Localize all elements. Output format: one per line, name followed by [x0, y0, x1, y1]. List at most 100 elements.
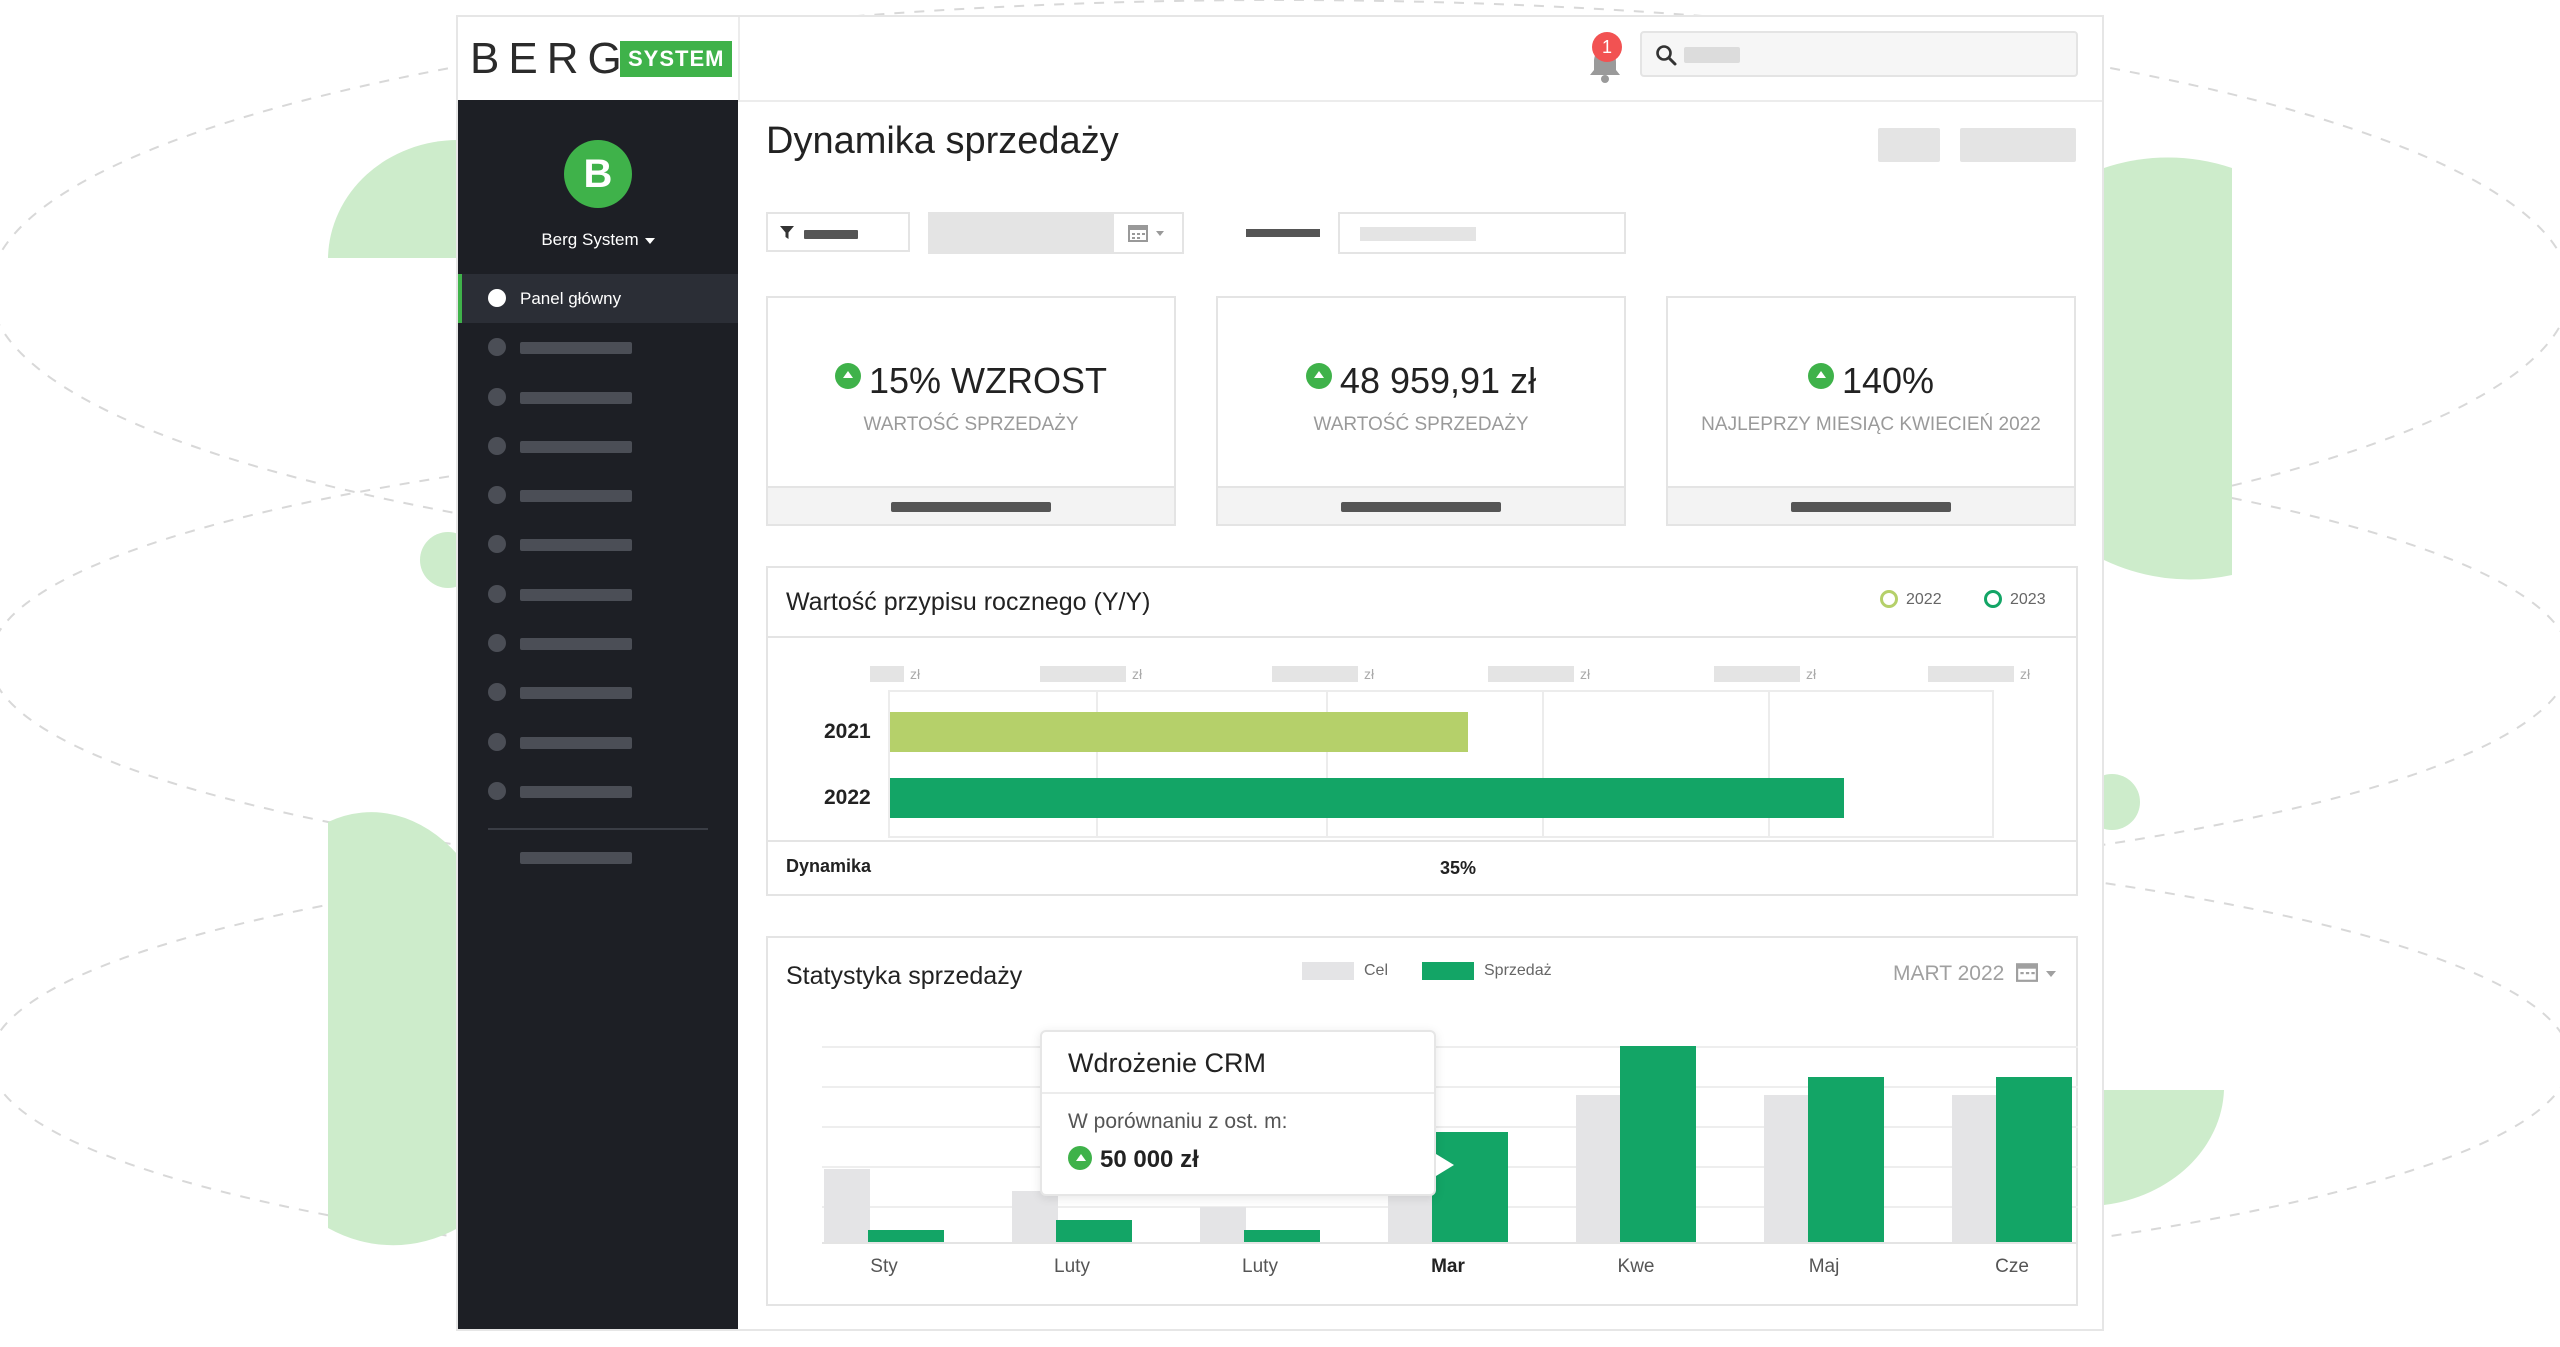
x-tick-label: Luty: [1032, 1256, 1112, 1278]
sidebar-item-8[interactable]: [458, 619, 738, 668]
bar-sales-3[interactable]: [1244, 1230, 1320, 1242]
sidebar-item-3[interactable]: [458, 373, 738, 422]
bar-label: 2021: [824, 720, 871, 743]
bar-sales-7[interactable]: [1996, 1077, 2072, 1242]
field-label-placeholder: [1246, 229, 1320, 237]
kpi-value-text: 15% WZROST: [868, 360, 1108, 401]
search-placeholder: [1684, 47, 1740, 63]
bar-target-2[interactable]: [1012, 1191, 1058, 1242]
bar-target-1[interactable]: [824, 1169, 870, 1242]
date-picker[interactable]: [928, 212, 1184, 254]
main-content: Dynamika sprzedaży 15% WZROST WARTOŚĆ SP…: [738, 100, 2102, 1329]
tick-unit: zł: [910, 666, 921, 682]
bar-sales-5[interactable]: [1620, 1046, 1696, 1242]
kpi-footer-link[interactable]: [768, 486, 1174, 524]
bar-target-7[interactable]: [1952, 1095, 1998, 1242]
arrow-up-icon: [1807, 363, 1834, 389]
x-tick-text: Luty: [1054, 1256, 1090, 1277]
filter-icon: [780, 226, 794, 239]
sidebar-divider: [488, 828, 708, 830]
legend-label[interactable]: 2022: [1906, 591, 1942, 608]
annual-premium-panel: Wartość przypisu rocznego (Y/Y) 2022 202…: [766, 566, 2078, 896]
top-bar: BERG SYSTEM 1: [458, 17, 2102, 102]
sidebar-bottom-link[interactable]: [520, 852, 632, 864]
user-name: Berg System: [541, 230, 639, 249]
tick-value-placeholder: [1040, 666, 1126, 682]
x-tick-label: Sty: [844, 1256, 924, 1278]
avatar[interactable]: B: [564, 140, 632, 208]
nav-dot-icon: [488, 436, 506, 455]
legend-label[interactable]: Sprzedaż: [1484, 962, 1552, 979]
kpi-footer-link[interactable]: [1218, 486, 1624, 524]
bar-2021[interactable]: [890, 712, 1468, 752]
tick-unit: zł: [1364, 666, 1375, 682]
grid-line: [822, 1046, 2078, 1048]
filter-label-placeholder: [804, 230, 858, 239]
kpi-value-text: 48 959,91 zł: [1339, 360, 1537, 401]
grid-line: [1326, 692, 1328, 836]
tick-unit: zł: [1132, 666, 1143, 682]
filter-button[interactable]: [766, 212, 910, 252]
legend-label[interactable]: Cel: [1364, 962, 1389, 979]
sidebar-item-placeholder: [520, 736, 632, 749]
arrow-up-icon: [1068, 1146, 1092, 1170]
tick-value-placeholder: [1928, 666, 2014, 682]
date-value-placeholder: [930, 214, 1114, 252]
sidebar-item-11[interactable]: [458, 767, 738, 816]
nav-dot-icon: [488, 584, 506, 603]
nav-dot-icon: [488, 387, 506, 406]
kpi-footer-placeholder: [1791, 502, 1951, 512]
bar-2022[interactable]: [890, 778, 1844, 818]
berg-system-logo[interactable]: BERG SYSTEM: [470, 35, 734, 83]
sidebar-item-10[interactable]: [458, 718, 738, 767]
kpi-label: WARTOŚĆ SPRZEDAŻY: [863, 414, 1079, 435]
logo-tag: SYSTEM: [620, 41, 733, 77]
sidebar-item-placeholder: [520, 391, 632, 404]
tick-value-placeholder: [1714, 666, 1800, 682]
tooltip-subtitle: W porównaniu z ost. m:: [1068, 1110, 1288, 1133]
bar-target-5[interactable]: [1576, 1095, 1622, 1242]
bar-target-3[interactable]: [1200, 1207, 1246, 1242]
bar-sales-2[interactable]: [1056, 1220, 1132, 1242]
notification-badge: 1: [1592, 32, 1622, 62]
bar-sales-1[interactable]: [868, 1230, 944, 1242]
nav-dot-icon: [488, 289, 506, 307]
x-tick-text: Maj: [1808, 1256, 1840, 1277]
header-action-button[interactable]: [1878, 128, 1940, 162]
sidebar-item-placeholder: [520, 588, 632, 601]
tick-unit: zł: [1580, 666, 1591, 682]
user-menu[interactable]: Berg System: [458, 230, 738, 250]
x-tick-text: Luty: [1242, 1256, 1278, 1277]
dynamics-value: 35%: [1440, 858, 1477, 878]
kpi-card-best-month: 140% NAJLEPRZY MIESIĄC KWIECIEŃ 2022: [1666, 296, 2076, 526]
legend-label[interactable]: 2023: [2010, 591, 2046, 608]
sidebar-item-5[interactable]: [458, 471, 738, 520]
sidebar-item-placeholder: [520, 440, 632, 453]
annual-chart-plot: [888, 690, 1994, 838]
sidebar-item-4[interactable]: [458, 422, 738, 471]
x-tick-text: Sty: [870, 1256, 898, 1277]
sidebar-item-2[interactable]: [458, 323, 738, 372]
header-action-button[interactable]: [1960, 128, 2076, 162]
bar-sales-4[interactable]: [1432, 1132, 1508, 1242]
sidebar-item-placeholder: [520, 539, 632, 552]
arrow-up-icon: [1305, 363, 1332, 389]
chevron-down-icon: [1156, 231, 1164, 236]
search-input[interactable]: [1640, 31, 2078, 77]
grid-line: [1768, 692, 1770, 836]
dynamics-row: Dynamika 35%: [768, 840, 2076, 894]
caret-down-icon: [644, 237, 655, 244]
bar-target-6[interactable]: [1764, 1095, 1810, 1242]
kpi-footer-link[interactable]: [1668, 486, 2074, 524]
sidebar-item-9[interactable]: [458, 668, 738, 717]
bar-sales-6[interactable]: [1808, 1077, 1884, 1242]
text-input[interactable]: [1338, 212, 1626, 254]
sidebar-item-6[interactable]: [458, 520, 738, 569]
nav-dot-icon: [488, 781, 506, 800]
sidebar-item-panel-glowny[interactable]: Panel główny: [458, 274, 738, 324]
bar-target-4[interactable]: [1388, 1191, 1434, 1242]
x-tick-label: Maj: [1784, 1256, 1864, 1278]
month-selector[interactable]: MART 2022: [1893, 962, 2056, 986]
kpi-value: 48 959,91 zł: [1218, 360, 1624, 402]
sidebar-item-7[interactable]: [458, 570, 738, 619]
